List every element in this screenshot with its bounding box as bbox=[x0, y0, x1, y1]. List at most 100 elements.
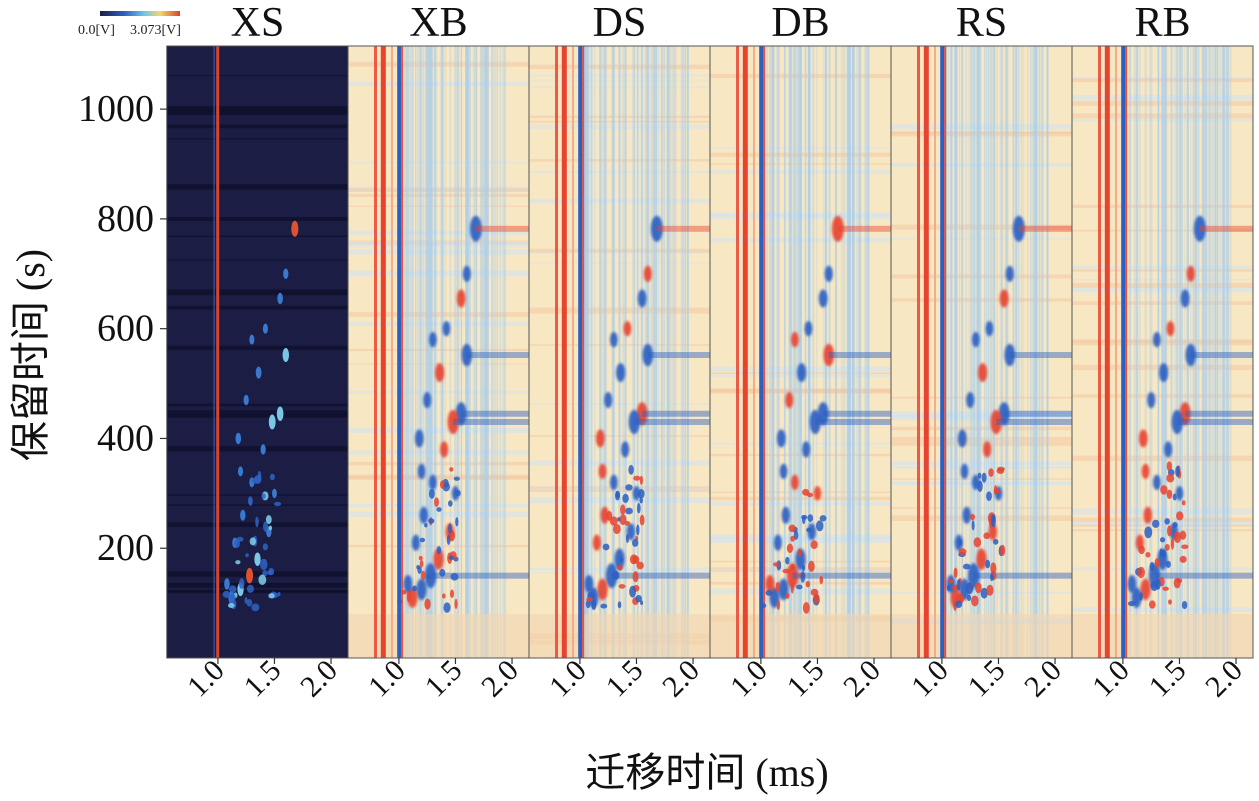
peak bbox=[1166, 321, 1175, 337]
cluster-peak bbox=[782, 568, 791, 574]
streak bbox=[348, 249, 529, 255]
noise-line bbox=[1144, 46, 1147, 658]
peak bbox=[1012, 215, 1025, 242]
cluster-peak bbox=[620, 504, 626, 516]
noise-line bbox=[848, 46, 851, 658]
noise-line bbox=[822, 46, 824, 658]
cluster-peak bbox=[948, 578, 954, 584]
peak bbox=[823, 343, 835, 367]
cluster-peak bbox=[970, 513, 975, 521]
streak bbox=[348, 81, 529, 86]
peak bbox=[262, 323, 268, 334]
cluster-peak bbox=[448, 555, 454, 560]
peak-tail bbox=[815, 418, 891, 425]
peak bbox=[461, 343, 473, 367]
peak-tail bbox=[792, 572, 891, 579]
cluster-peak bbox=[249, 537, 256, 546]
peak bbox=[1171, 409, 1183, 435]
bottom-band bbox=[529, 614, 710, 658]
noise-line bbox=[426, 46, 429, 658]
peak bbox=[804, 321, 813, 337]
streak bbox=[348, 193, 529, 197]
rip-line bbox=[582, 46, 585, 658]
peak-tail bbox=[1185, 410, 1253, 417]
cluster-peak bbox=[229, 593, 236, 603]
noise-line bbox=[977, 46, 979, 658]
cluster-peak bbox=[956, 579, 961, 591]
peak bbox=[249, 334, 255, 345]
cluster-peak bbox=[625, 533, 630, 544]
noise-line bbox=[788, 46, 791, 658]
streak bbox=[891, 238, 1072, 240]
noise-line bbox=[804, 46, 807, 658]
cluster-peak bbox=[262, 543, 268, 551]
x-axes: 1.0 1.5 2.0 1.0 1.5 2.0 1.0 1.5 2.0 1.0 1.5 2.0 1.0 1… bbox=[181, 654, 1249, 704]
noise-line bbox=[656, 46, 658, 658]
cluster-peak bbox=[788, 524, 796, 533]
cluster-peak bbox=[1138, 545, 1145, 555]
y-axis: 200 400 600 800 1000 bbox=[78, 46, 168, 658]
noise-line bbox=[484, 46, 487, 658]
cluster-peak bbox=[629, 554, 638, 565]
cluster-peak bbox=[428, 488, 435, 499]
noise-line bbox=[1020, 46, 1023, 658]
x-tick-label: 1.5 bbox=[962, 654, 1012, 704]
noise-line bbox=[1133, 46, 1135, 658]
cluster-peak bbox=[808, 560, 815, 572]
noise-line bbox=[991, 46, 995, 658]
cluster-peak bbox=[1144, 526, 1153, 539]
peak bbox=[277, 292, 283, 305]
noise-line bbox=[419, 46, 422, 658]
noise-line bbox=[1179, 46, 1182, 658]
noise-line bbox=[1184, 46, 1186, 658]
noise-line bbox=[1206, 46, 1208, 658]
noise-line bbox=[589, 46, 593, 658]
cluster-peak bbox=[1148, 600, 1156, 609]
rip-line bbox=[571, 46, 574, 658]
peak bbox=[1140, 578, 1151, 601]
peak bbox=[1186, 265, 1195, 282]
peak bbox=[967, 563, 980, 589]
peak bbox=[1152, 474, 1161, 490]
noise-line bbox=[491, 46, 494, 658]
rip-line bbox=[933, 46, 936, 658]
noise-line bbox=[433, 46, 436, 658]
cluster-peak bbox=[448, 500, 453, 507]
streak bbox=[348, 450, 529, 455]
peak bbox=[584, 574, 594, 593]
cluster-peak bbox=[958, 548, 967, 556]
noise-line bbox=[435, 46, 438, 658]
cluster-peak bbox=[1179, 555, 1187, 563]
rip-line bbox=[555, 46, 559, 658]
noise-line bbox=[771, 46, 773, 658]
noise-line bbox=[1207, 46, 1210, 658]
streak bbox=[167, 108, 348, 113]
noise-line bbox=[433, 46, 436, 658]
noise-line bbox=[858, 46, 860, 658]
noise-line bbox=[672, 46, 676, 658]
noise-line bbox=[624, 46, 626, 658]
noise-line bbox=[449, 46, 452, 658]
peak bbox=[978, 363, 988, 382]
noise-line bbox=[1212, 46, 1214, 658]
noise-line bbox=[684, 46, 687, 658]
noise-line bbox=[428, 46, 430, 658]
peak bbox=[1159, 363, 1169, 382]
noise-line bbox=[797, 46, 800, 658]
noise-line bbox=[1017, 46, 1020, 658]
cluster-peak bbox=[1154, 558, 1160, 569]
streak bbox=[891, 515, 1072, 521]
cluster-peak bbox=[785, 592, 790, 599]
cluster-peak bbox=[1160, 549, 1167, 558]
noise-line bbox=[631, 46, 635, 658]
x-tick-label: 2.0 bbox=[1018, 654, 1068, 704]
noise-line bbox=[1180, 46, 1184, 658]
peak bbox=[282, 348, 290, 363]
peak bbox=[971, 332, 980, 348]
cluster-peak bbox=[600, 603, 608, 609]
peak bbox=[966, 391, 975, 409]
peak bbox=[238, 466, 244, 477]
streak bbox=[348, 188, 529, 192]
noise-line bbox=[983, 46, 986, 658]
peak-tail bbox=[996, 418, 1072, 425]
